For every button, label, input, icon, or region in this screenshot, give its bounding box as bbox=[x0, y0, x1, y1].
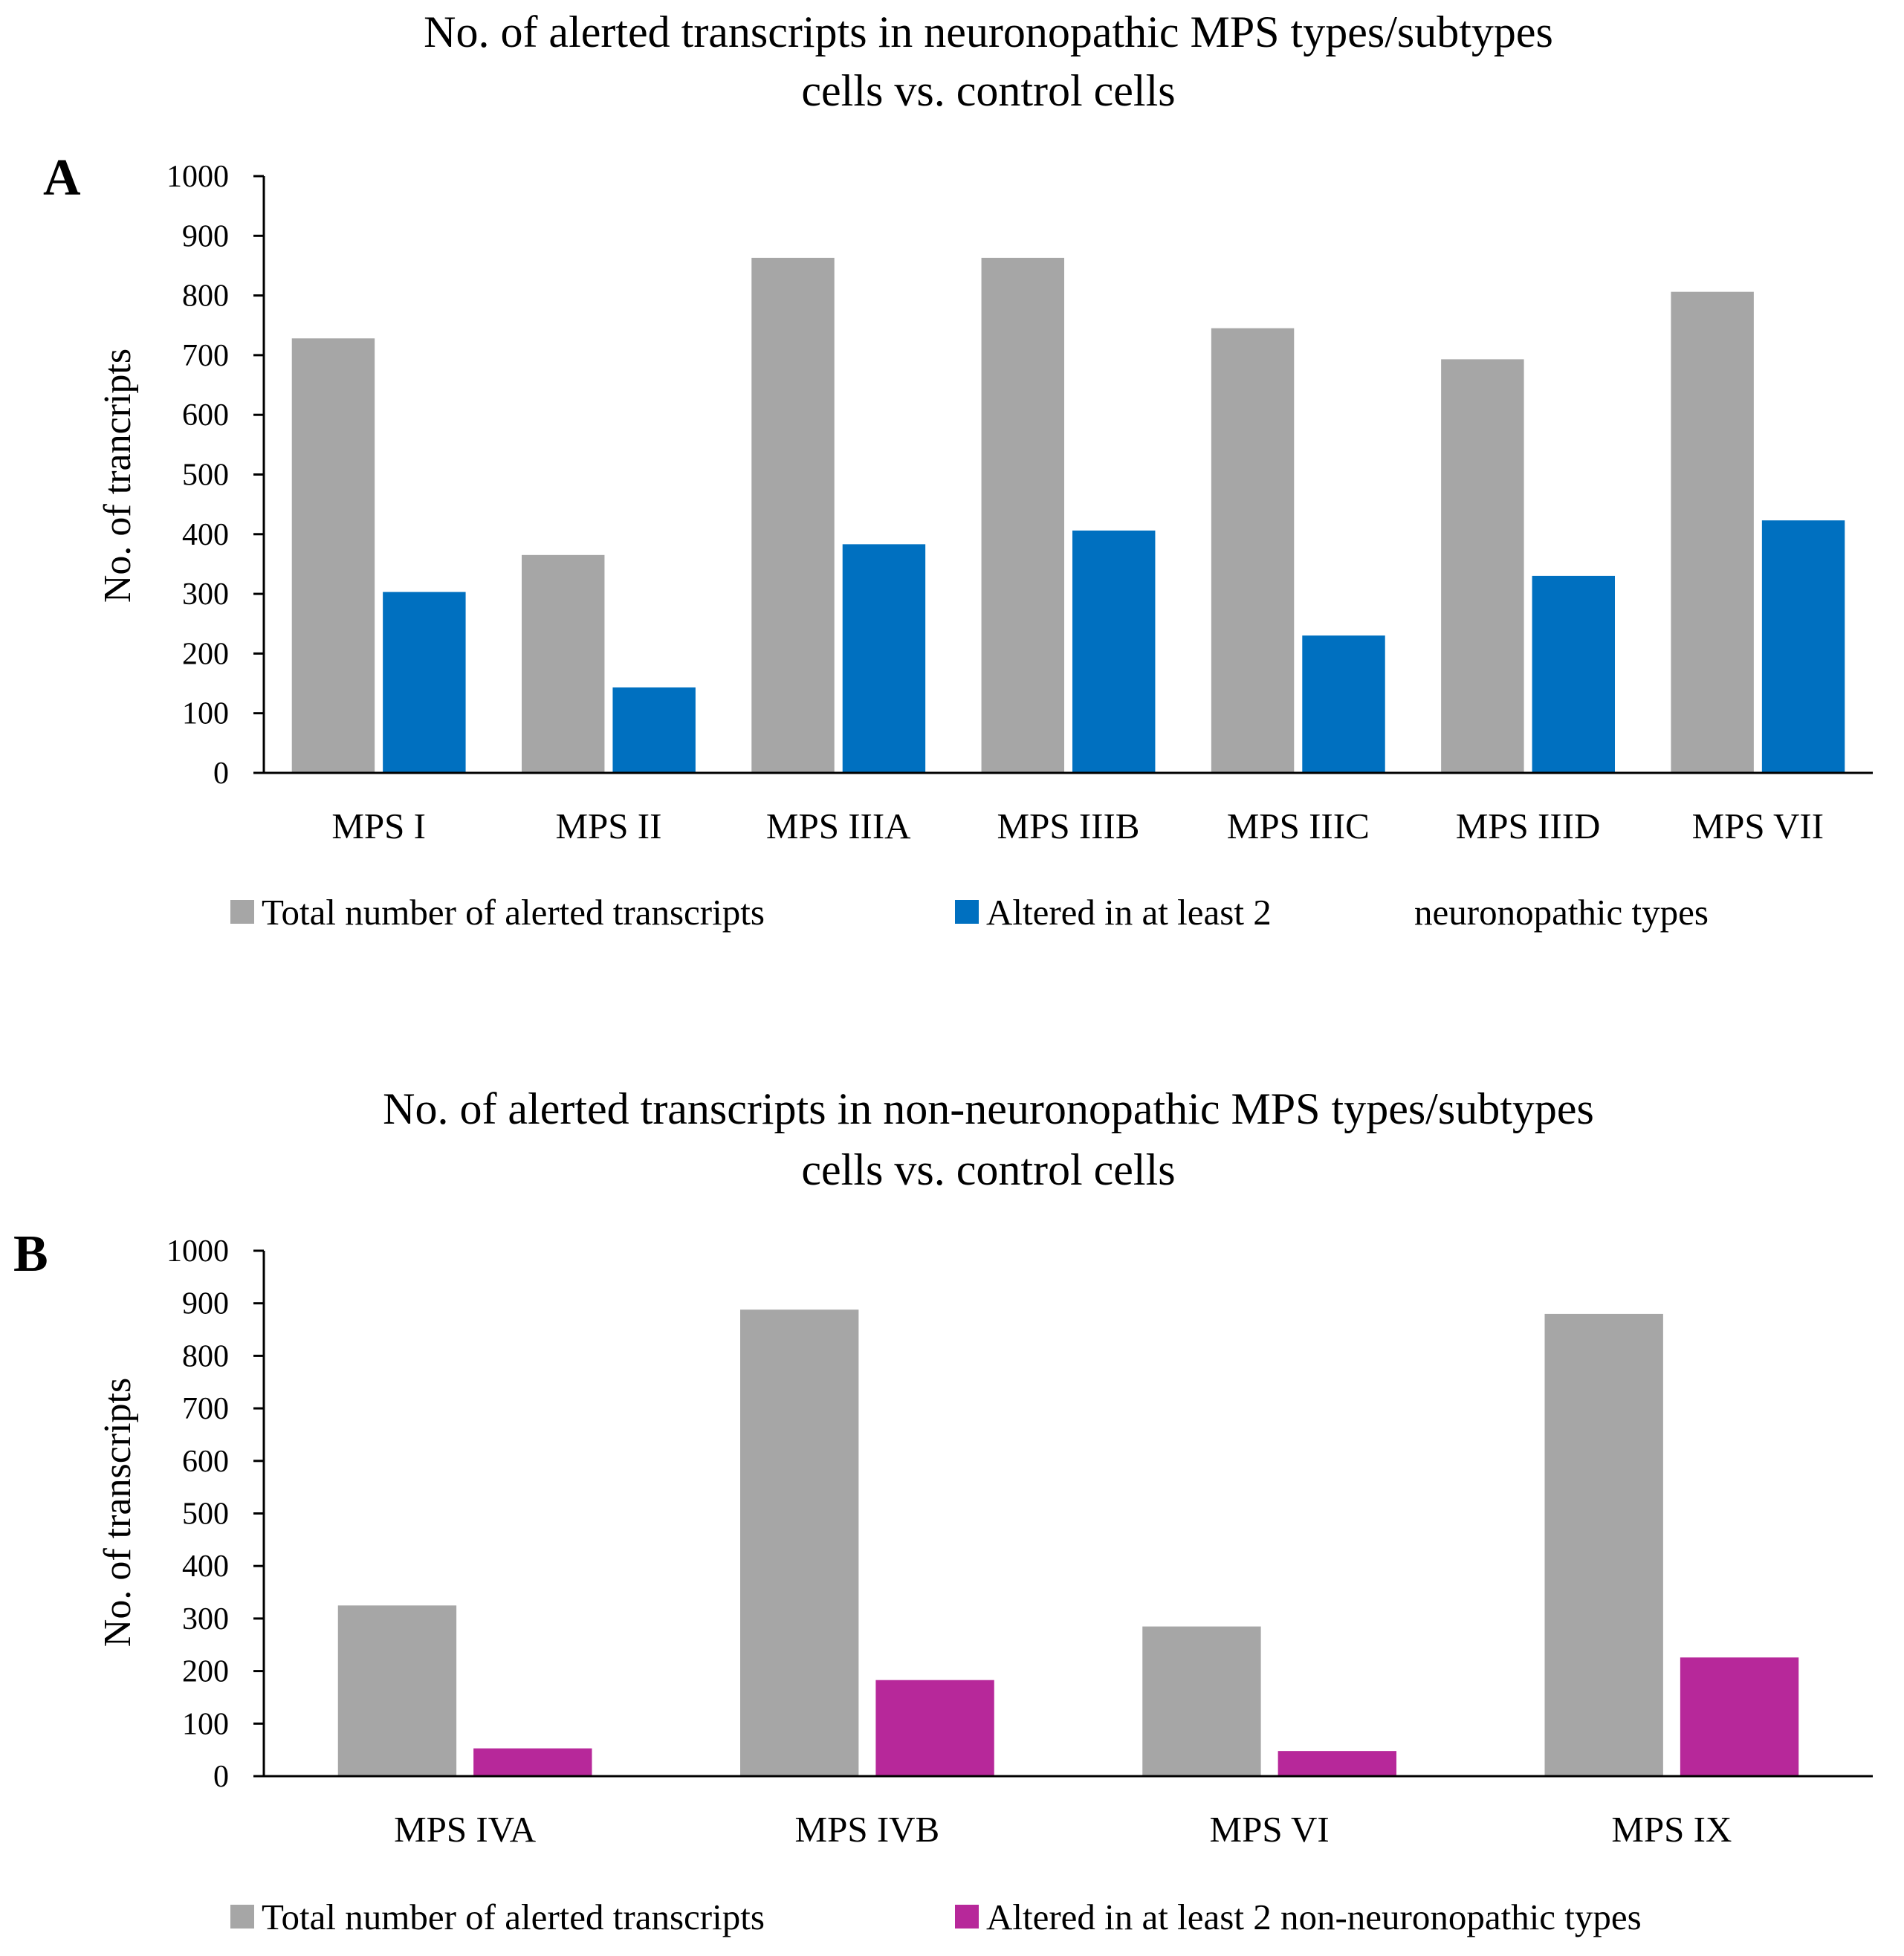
chart-a-y-tick-label: 500 bbox=[182, 459, 229, 493]
chart-b-category-label: MPS IVA bbox=[394, 1809, 537, 1850]
chart-b-y-tick-label: 700 bbox=[182, 1392, 229, 1426]
chart-b-y-tick-label: 400 bbox=[182, 1549, 229, 1584]
chart-a-bar-altered-mps-iiid bbox=[1529, 573, 1618, 774]
chart-a-title-line-1: No. of alerted transcripts in neuronopat… bbox=[424, 7, 1553, 56]
chart-a-legend-label-total: Total number of alerted transcripts bbox=[262, 892, 765, 933]
chart-a-bar-altered-mps-iiic bbox=[1300, 633, 1387, 774]
chart-a-y-tick-label: 900 bbox=[182, 219, 229, 253]
chart-b-bar-altered-mps-ix bbox=[1677, 1655, 1801, 1778]
chart-a-legend-label-altered-continued: neuronopathic types bbox=[1414, 892, 1709, 933]
chart-a-bar-total-mps-ii bbox=[519, 552, 607, 774]
chart-a-bar-total-mps-iiid bbox=[1439, 357, 1526, 774]
chart-a-y-tick-label: 0 bbox=[213, 757, 229, 791]
chart-b-legend-swatch-altered bbox=[955, 1905, 979, 1929]
chart-b-category-label: MPS IVB bbox=[795, 1809, 940, 1850]
chart-a-legend-label-altered: Altered in at least 2 bbox=[986, 892, 1272, 933]
chart-a-bar-altered-mps-iiib bbox=[1070, 528, 1158, 774]
chart-a-y-tick-label: 200 bbox=[182, 637, 229, 671]
chart-a-y-tick-label: 100 bbox=[182, 697, 229, 731]
chart-a-bar-altered-mps-iiia bbox=[840, 542, 928, 774]
chart-a-y-tick-label: 700 bbox=[182, 339, 229, 373]
chart-a-bar-total-mps-iiib bbox=[979, 255, 1067, 774]
chart-a-y-tick-label: 800 bbox=[182, 279, 229, 314]
chart-b-bars bbox=[264, 1307, 1873, 1778]
chart-b-legend-label-altered: Altered in at least 2 non-neuronopathic … bbox=[986, 1897, 1642, 1937]
chart-b-category-labels: MPS IVA MPS IVB MPS VI MPS IX bbox=[394, 1809, 1732, 1850]
chart-a-category-label: MPS IIIB bbox=[997, 806, 1140, 846]
chart-b-y-tick-label: 900 bbox=[182, 1287, 229, 1321]
chart-a-axes: 0 100 200 300 400 500 600 700 800 900 1000 bbox=[166, 160, 265, 791]
chart-a-bar-total-mps-vii bbox=[1668, 289, 1756, 774]
chart-b-y-tick-label: 600 bbox=[182, 1445, 229, 1479]
chart-b-title-line-1: No. of alerted transcripts in non-neuron… bbox=[383, 1084, 1594, 1133]
chart-b-legend: Total number of alerted transcripts Alte… bbox=[230, 1897, 1642, 1937]
chart-a-bar-altered-mps-vii bbox=[1759, 518, 1848, 774]
chart-a-bars bbox=[264, 255, 1873, 774]
chart-b-bar-total-mps-vi bbox=[1140, 1624, 1263, 1778]
chart-b-y-tick-label: 1000 bbox=[166, 1234, 229, 1269]
chart-a-legend: Total number of alerted transcripts Alte… bbox=[230, 892, 1709, 933]
chart-a-y-tick-label: 300 bbox=[182, 577, 229, 612]
chart-b-y-tick-label: 100 bbox=[182, 1707, 229, 1741]
chart-a-bar-altered-mps-i bbox=[381, 589, 468, 774]
chart-a-legend-swatch-total bbox=[230, 900, 254, 924]
chart-a-y-tick-label: 400 bbox=[182, 518, 229, 552]
chart-a-title-line-2: cells vs. control cells bbox=[801, 66, 1175, 115]
chart-a-bar-altered-mps-ii bbox=[610, 685, 698, 774]
chart-a-category-label: MPS I bbox=[331, 806, 426, 846]
chart-a-y-tick-label: 1000 bbox=[166, 160, 229, 194]
chart-b-y-tick-label: 800 bbox=[182, 1339, 229, 1373]
chart-a-bar-total-mps-iiia bbox=[749, 255, 837, 774]
chart-b-y-tick-label: 500 bbox=[182, 1497, 229, 1532]
chart-b-legend-swatch-total bbox=[230, 1905, 254, 1929]
chart-b-bar-total-mps-ix bbox=[1542, 1311, 1665, 1778]
panel-a-chart: No. of alerted transcripts in neuronopat… bbox=[43, 7, 1873, 933]
panel-b-chart: No. of alerted transcripts in non-neuron… bbox=[13, 1084, 1873, 1937]
chart-b-title-line-2: cells vs. control cells bbox=[801, 1145, 1175, 1194]
chart-b-axes: 0 100 200 300 400 500 600 700 800 900 1000 bbox=[166, 1234, 265, 1794]
chart-b-category-label: MPS IX bbox=[1611, 1809, 1732, 1850]
chart-b-panel-letter: B bbox=[13, 1225, 48, 1283]
chart-a-legend-swatch-altered bbox=[955, 900, 979, 924]
chart-b-y-tick-label: 0 bbox=[213, 1760, 229, 1794]
chart-b-bar-altered-mps-iva bbox=[471, 1746, 595, 1778]
chart-a-y-axis-label: No. of trancripts bbox=[97, 349, 139, 603]
chart-a-y-tick-label: 600 bbox=[182, 398, 229, 433]
chart-a-category-label: MPS VII bbox=[1692, 806, 1824, 846]
chart-b-bar-total-mps-ivb bbox=[738, 1307, 861, 1778]
chart-b-legend-label-total: Total number of alerted transcripts bbox=[262, 1897, 765, 1937]
chart-a-category-label: MPS IIIA bbox=[766, 806, 911, 846]
chart-b-y-tick-label: 200 bbox=[182, 1655, 229, 1689]
chart-a-category-label: MPS IIIC bbox=[1227, 806, 1370, 846]
chart-a-panel-letter: A bbox=[43, 149, 81, 207]
chart-a-bar-total-mps-i bbox=[289, 336, 378, 774]
chart-b-category-label: MPS VI bbox=[1210, 1809, 1330, 1850]
chart-a-category-label: MPS IIID bbox=[1456, 806, 1601, 846]
chart-b-bar-total-mps-iva bbox=[335, 1603, 459, 1778]
chart-a-bar-total-mps-iiic bbox=[1208, 326, 1297, 774]
chart-b-bar-altered-mps-ivb bbox=[873, 1677, 997, 1778]
chart-b-bar-altered-mps-vi bbox=[1275, 1749, 1399, 1778]
chart-a-category-label: MPS II bbox=[555, 806, 661, 846]
chart-b-y-tick-label: 300 bbox=[182, 1602, 229, 1636]
chart-b-y-axis-label: No. of transcripts bbox=[97, 1378, 139, 1647]
chart-a-category-labels: MPS I MPS II MPS IIIA MPS IIIB MPS IIIC MPS I… bbox=[331, 806, 1824, 846]
